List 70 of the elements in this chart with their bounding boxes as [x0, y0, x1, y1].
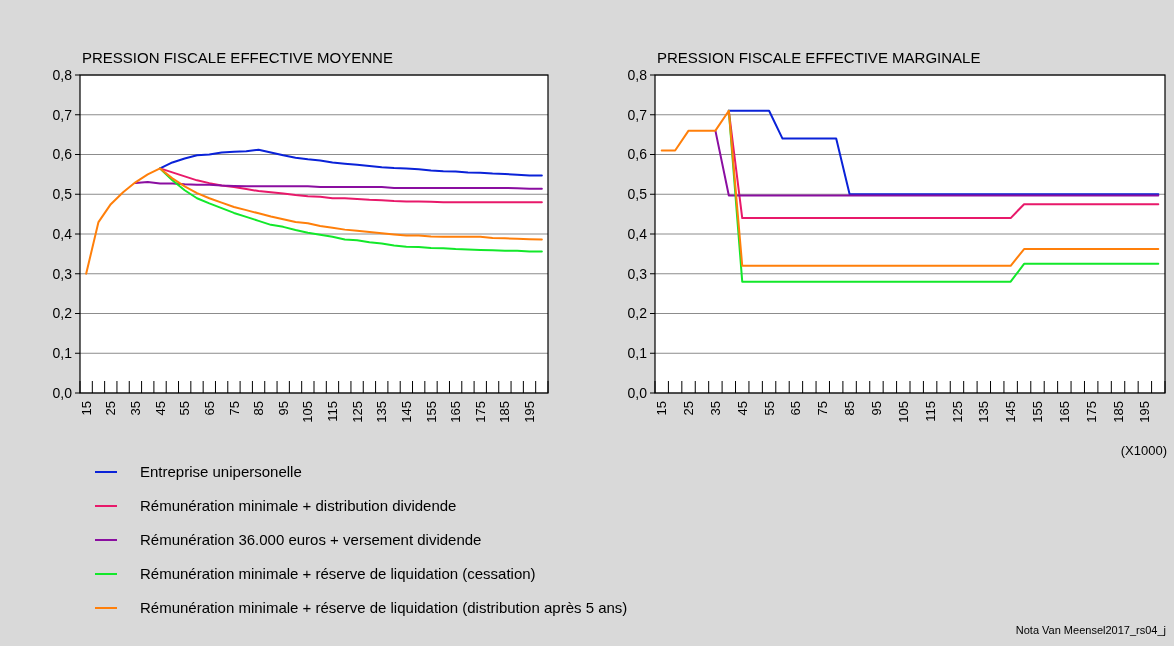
y-tick-label: 0,6	[52, 146, 73, 163]
x-tick-label: 25	[681, 401, 697, 416]
x-tick-label: 125	[349, 401, 365, 423]
x-tick-label: 125	[949, 401, 965, 423]
y-tick-label: 0,1	[627, 345, 648, 362]
x-tick-label: 135	[976, 401, 992, 423]
chart-title: PRESSION FISCALE EFFECTIVE MARGINALE	[657, 49, 981, 66]
y-tick-label: 0,6	[627, 146, 648, 163]
y-tick-label: 0,7	[627, 106, 648, 123]
x-tick-label: 115	[922, 401, 938, 422]
x-tick-label: 165	[448, 401, 464, 423]
x-tick-label: 85	[251, 401, 267, 416]
y-tick-label: 0,8	[627, 66, 648, 83]
x-tick-label: 15	[654, 401, 670, 416]
x-tick-label: 75	[815, 401, 831, 416]
x-tick-label: 175	[1083, 401, 1099, 423]
x-tick-label: 15	[78, 401, 94, 416]
x-tick-label: 35	[127, 401, 143, 416]
y-tick-label: 0,5	[627, 186, 648, 203]
text: Nota Van Meensel2017_rs04_j	[1015, 624, 1166, 636]
chart-title: PRESSION FISCALE EFFECTIVE MOYENNE	[82, 49, 393, 66]
x-tick-label: 95	[275, 401, 291, 416]
y-tick-label: 0,2	[627, 305, 648, 322]
x-tick-label: 145	[398, 401, 414, 423]
line-series	[660, 109, 1160, 267]
x-tick-label: 195	[522, 401, 538, 423]
x-tick-label: 105	[300, 401, 316, 423]
x-tick-label: 155	[423, 401, 439, 423]
x-tick-label: 25	[103, 401, 119, 416]
y-tick-label: 0,4	[52, 225, 73, 242]
x-tick-label: 55	[177, 401, 193, 416]
line-series	[85, 167, 543, 275]
y-tick-label: 0,3	[52, 265, 73, 282]
x-tick-label: 165	[1056, 401, 1072, 423]
x-tick-label: 45	[734, 401, 750, 416]
x-tick-label: 185	[1110, 401, 1126, 423]
line-series	[159, 148, 543, 177]
x-tick-label: 145	[1003, 401, 1019, 423]
x-tick-label: 85	[842, 401, 858, 416]
x-tick-label: 75	[226, 401, 242, 416]
x-tick-label: 45	[152, 401, 168, 416]
x-tick-label: 185	[497, 401, 513, 423]
y-tick-label: 0,7	[52, 106, 73, 123]
y-tick-label: 0,8	[52, 66, 73, 83]
y-tick-label: 0,0	[52, 384, 73, 401]
x-tick-label: 95	[869, 401, 884, 416]
x-tick-label: 135	[374, 401, 390, 423]
text: (X1000)	[1120, 443, 1167, 458]
y-tick-label: 0,2	[52, 305, 73, 322]
legend-label: Rémunération minimale + réserve de liquidation (cessation)	[140, 565, 536, 583]
y-tick-label: 0,4	[627, 225, 648, 242]
y-tick-label: 0,1	[52, 345, 73, 362]
x-tick-label: 155	[1030, 401, 1046, 423]
line-series	[159, 167, 543, 204]
x-tick-label: 195	[1137, 401, 1153, 423]
y-tick-label: 0,5	[52, 186, 73, 203]
x-tick-label: 35	[707, 401, 723, 416]
x-tick-label: 65	[788, 401, 804, 416]
x-tick-label: 175	[472, 401, 488, 423]
y-tick-label: 0,3	[627, 265, 648, 282]
y-tick-label: 0,0	[627, 384, 648, 401]
legend-label: Rémunération minimale + réserve de liquidation (distribution après 5 ans)	[140, 599, 628, 617]
line-series	[134, 180, 543, 190]
x-tick-label: 115	[325, 401, 341, 422]
x-tick-label: 55	[761, 401, 777, 416]
legend-label: Rémunération 36.000 euros + versement dividende	[140, 531, 482, 549]
legend-label: Entreprise unipersonelle	[140, 463, 302, 481]
legend-label: Rémunération minimale + distribution dividende	[140, 497, 457, 515]
x-tick-label: 105	[895, 401, 911, 423]
x-tick-label: 65	[201, 401, 217, 416]
